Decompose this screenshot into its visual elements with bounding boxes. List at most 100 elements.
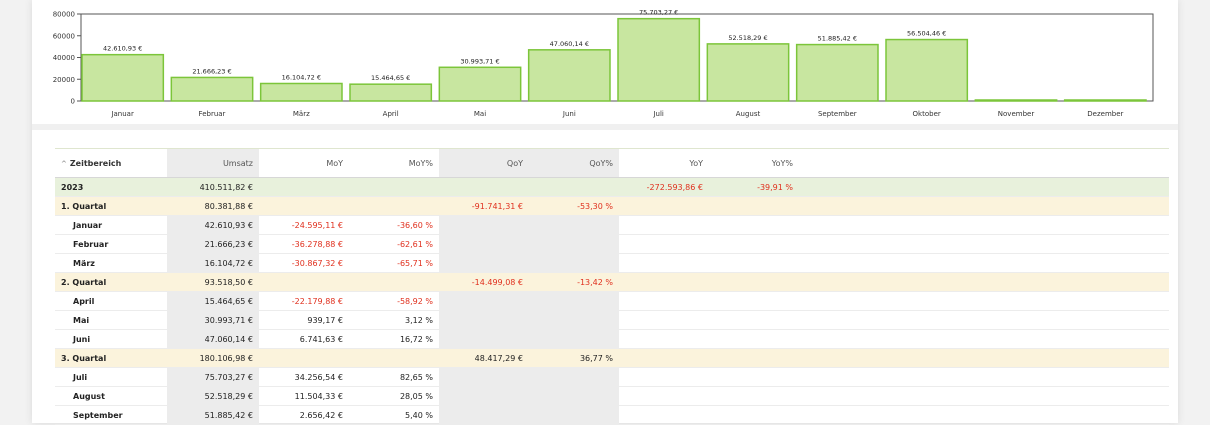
column-header-moy[interactable]: MoY	[259, 148, 349, 178]
table-row[interactable]: Mai 30.993,71 €939,17 €3,12 %	[55, 310, 1169, 330]
cell-yoy-pct	[709, 329, 799, 349]
y-tick-label: 0	[71, 98, 75, 106]
cell-umsatz: 93.518,50 €	[167, 272, 259, 292]
x-tick-label: Oktober	[913, 110, 941, 118]
x-tick-label: Juni	[562, 110, 576, 118]
cell-umsatz: 80.381,88 €	[167, 196, 259, 216]
cell-yoy-pct	[709, 196, 799, 216]
row-label: 2. Quartal	[55, 272, 167, 292]
cell-moy: -36.278,88 €	[259, 234, 349, 254]
cell-qoy-pct: -13,42 %	[529, 272, 619, 292]
cell-spacer	[799, 253, 1169, 273]
cell-spacer	[799, 272, 1169, 292]
cell-yoy	[619, 234, 709, 254]
bar-februar[interactable]	[170, 76, 254, 102]
table-row[interactable]: April 15.464,65 € -22.179,88 € -58,92 %	[55, 291, 1169, 311]
bar-september[interactable]	[795, 43, 879, 102]
cell-qoy-pct	[529, 310, 619, 330]
cell-qoy: 48.417,29 €	[439, 348, 529, 368]
cell-qoy-pct: -53,30 %	[529, 196, 619, 216]
table-row[interactable]: Januar 42.610,93 € -24.595,11 € -36,60 %	[55, 215, 1169, 235]
bar-dezember[interactable]	[1063, 99, 1147, 102]
bar-märz[interactable]	[259, 82, 343, 102]
table-header-row: ^ Zeitbereich Umsatz MoY MoY% QoY QoY% Yo…	[55, 148, 1169, 178]
table-row[interactable]: September 51.885,42 €2.656,42 €5,40 %	[55, 405, 1169, 425]
cell-moy: 11.504,33 €	[259, 386, 349, 406]
cell-yoy-pct	[709, 253, 799, 273]
column-header-qoy[interactable]: QoY	[439, 148, 529, 178]
column-header-yoy[interactable]: YoY	[619, 148, 709, 178]
bar-chart-svg: 0 20000 40000 60000 80000 Januar 42.610,93 € Fe…	[53, 9, 1154, 118]
row-label: 3. Quartal	[55, 348, 167, 368]
cell-qoy-pct	[529, 405, 619, 425]
column-header-yoy-pct[interactable]: YoY%	[709, 148, 799, 178]
cell-yoy	[619, 253, 709, 273]
cell-qoy	[439, 405, 529, 425]
column-header-qoy-pct[interactable]: QoY%	[529, 148, 619, 178]
column-header-umsatz[interactable]: Umsatz	[167, 148, 259, 178]
bar-juli[interactable]	[617, 17, 701, 102]
bar-oktober[interactable]	[885, 38, 969, 102]
cell-umsatz: 180.106,98 €	[167, 348, 259, 368]
x-tick-label: November	[998, 110, 1035, 118]
row-label: 1. Quartal	[55, 196, 167, 216]
cell-moy-pct: -62,61 %	[349, 234, 439, 254]
bar-august[interactable]	[706, 43, 790, 102]
table-row[interactable]: Juni 47.060,14 €6.741,63 €16,72 %	[55, 329, 1169, 349]
cell-yoy	[619, 329, 709, 349]
row-label: 2023	[55, 177, 167, 197]
plot-frame	[80, 13, 1154, 102]
cell-qoy	[439, 310, 529, 330]
cell-qoy	[439, 386, 529, 406]
bar-januar[interactable]	[81, 53, 165, 102]
cell-spacer	[799, 215, 1169, 235]
data-label: 15.464,65 €	[371, 74, 410, 82]
cell-spacer	[799, 348, 1169, 368]
table-row[interactable]: Juli 75.703,27 €34.256,54 €82,65 %	[55, 367, 1169, 387]
row-label: September	[55, 405, 167, 425]
cell-moy: -30.867,32 €	[259, 253, 349, 273]
table-row-quarter[interactable]: 2. Quartal 93.518,50 € -14.499,08 € -13,42 …	[55, 272, 1169, 292]
cell-qoy	[439, 367, 529, 387]
cell-moy: 34.256,54 €	[259, 367, 349, 387]
cell-qoy	[439, 234, 529, 254]
bar-juni[interactable]	[527, 49, 611, 102]
y-tick-label: 20000	[53, 76, 75, 84]
row-label: August	[55, 386, 167, 406]
cell-yoy	[619, 196, 709, 216]
cell-qoy: -14.499,08 €	[439, 272, 529, 292]
table-row[interactable]: Februar 21.666,23 € -36.278,88 € -62,61 %	[55, 234, 1169, 254]
cell-spacer	[799, 310, 1169, 330]
data-label: 30.993,71 €	[460, 57, 499, 65]
cell-umsatz: 75.703,27 €	[167, 367, 259, 387]
x-tick-label: August	[736, 110, 761, 118]
x-tick-label: April	[383, 110, 399, 118]
cell-yoy-pct	[709, 310, 799, 330]
column-header-zeitbereich[interactable]: ^ Zeitbereich	[55, 148, 167, 178]
y-tick-label: 40000	[53, 54, 75, 62]
cell-moy-pct: -65,71 %	[349, 253, 439, 273]
table-row-year[interactable]: 2023 410.511,82 € -272.593,86 € -39,91 %	[55, 177, 1169, 197]
cell-qoy	[439, 215, 529, 235]
column-header-moy-pct[interactable]: MoY%	[349, 148, 439, 178]
cell-umsatz: 21.666,23 €	[167, 234, 259, 254]
cell-moy: 2.656,42 €	[259, 405, 349, 425]
cell-moy: -24.595,11 €	[259, 215, 349, 235]
table-row[interactable]: August 52.518,29 €11.504,33 €28,05 %	[55, 386, 1169, 406]
table-row[interactable]: März 16.104,72 € -30.867,32 € -65,71 %	[55, 253, 1169, 273]
bar-mai[interactable]	[438, 66, 522, 102]
cell-moy-pct: 28,05 %	[349, 386, 439, 406]
table-row-quarter[interactable]: 1. Quartal 80.381,88 € -91.741,31 € -53,30 …	[55, 196, 1169, 216]
cell-moy-pct: 82,65 %	[349, 367, 439, 387]
row-label: Mai	[55, 310, 167, 330]
cell-yoy: -272.593,86 €	[619, 177, 709, 197]
cell-moy-pct: -58,92 %	[349, 291, 439, 311]
bar-november[interactable]	[974, 99, 1058, 102]
bar-april[interactable]	[349, 83, 433, 102]
x-tick-label: Juli	[652, 110, 663, 118]
table-row-quarter[interactable]: 3. Quartal 180.106,98 € 48.417,29 €36,77 %	[55, 348, 1169, 368]
data-label: 47.060,14 €	[550, 40, 589, 48]
data-label: 56.504,46 €	[907, 30, 946, 38]
row-label: Juli	[55, 367, 167, 387]
cell-moy: 939,17 €	[259, 310, 349, 330]
